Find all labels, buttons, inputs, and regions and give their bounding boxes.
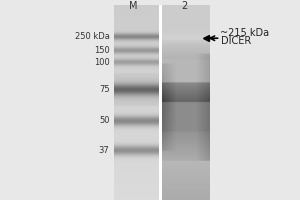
- Text: 50: 50: [99, 116, 110, 125]
- Text: 100: 100: [94, 58, 109, 67]
- Text: 2: 2: [182, 1, 188, 11]
- Text: 250 kDa: 250 kDa: [75, 32, 110, 41]
- Text: 150: 150: [94, 46, 109, 55]
- Text: DICER: DICER: [220, 36, 251, 46]
- Text: 37: 37: [99, 146, 110, 155]
- Bar: [159, 5, 162, 200]
- Text: M: M: [129, 1, 138, 11]
- Text: ~215 kDa: ~215 kDa: [220, 28, 270, 38]
- Text: 75: 75: [99, 85, 110, 94]
